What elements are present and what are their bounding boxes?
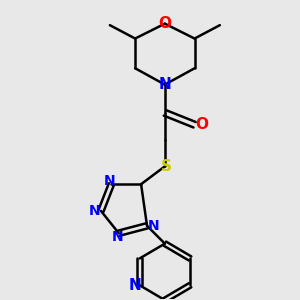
Text: N: N [148, 219, 159, 233]
Text: N: N [104, 174, 116, 188]
Text: N: N [89, 204, 101, 218]
Text: N: N [158, 77, 171, 92]
Text: N: N [129, 278, 142, 293]
Text: S: S [161, 159, 172, 174]
Text: O: O [196, 117, 208, 132]
Text: N: N [112, 230, 123, 244]
Text: O: O [158, 16, 171, 31]
